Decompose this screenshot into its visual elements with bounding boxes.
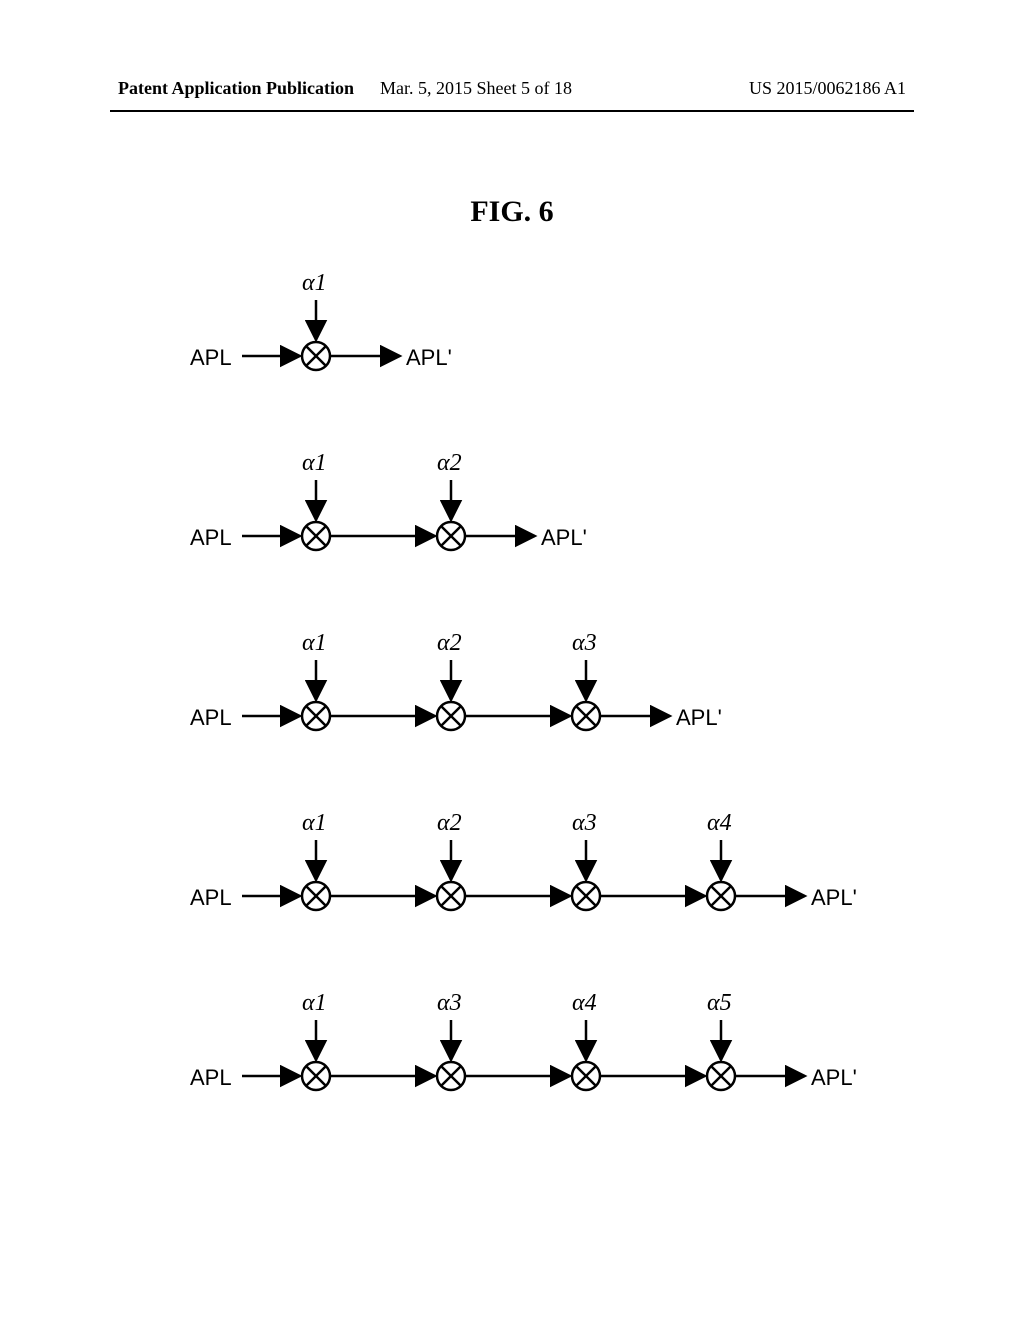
row-svg (190, 810, 895, 920)
row-svg (190, 270, 490, 380)
row-svg (190, 630, 760, 740)
page-container: Patent Application Publication Mar. 5, 2… (0, 0, 1024, 1320)
header-rule (110, 110, 914, 112)
figure-title: FIG. 6 (0, 195, 1024, 229)
header-right-text: US 2015/0062186 A1 (749, 78, 906, 99)
row-svg (190, 450, 625, 560)
row-svg (190, 990, 895, 1100)
header-center-text: Mar. 5, 2015 Sheet 5 of 18 (380, 78, 572, 99)
page-header: Patent Application Publication Mar. 5, 2… (0, 78, 1024, 108)
header-left-text: Patent Application Publication (118, 78, 354, 99)
